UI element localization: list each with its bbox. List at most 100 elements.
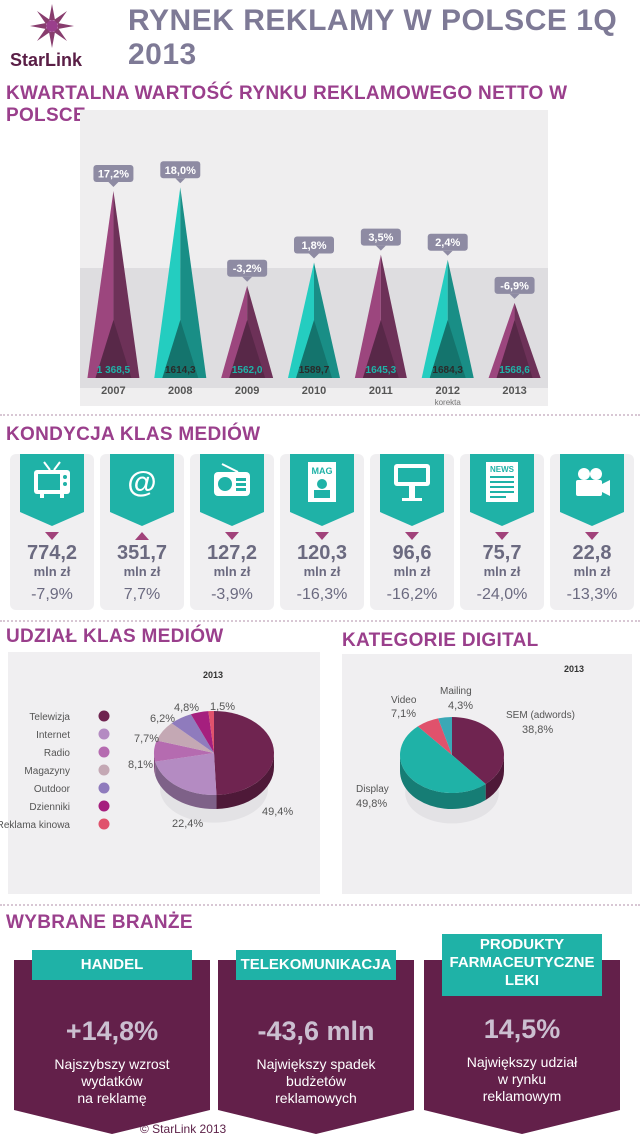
growth-badge: [160, 161, 201, 179]
star-icon: [30, 4, 74, 48]
media-value: 96,6: [392, 542, 432, 564]
growth-badge-pointer: [175, 178, 186, 184]
pie-value-label: 7,7%: [134, 733, 159, 745]
section-title-quarterly: KWARTALNA WARTOŚĆ RYNKU REKLAMOWEGO NETT…: [6, 83, 568, 126]
industry-card-3: PRODUKTY FARMACEUTYCZNE LEKI 14,5% Najwi…: [424, 934, 620, 1134]
growth-badge: [360, 228, 401, 246]
pie-value-label: 6,2%: [150, 713, 175, 725]
growth-badge: [427, 233, 468, 251]
pie-slice-side: [154, 753, 156, 776]
growth-badge-pointer: [309, 253, 319, 259]
pie-slice-side: [400, 755, 486, 810]
industry-description: Największy spadek budżetów reklamowych: [256, 1056, 376, 1106]
industry-name: HANDEL: [32, 950, 192, 980]
x-tick-label: 2007: [101, 385, 125, 397]
trend-down-icon: [225, 532, 239, 540]
x-tick-label: 2010: [302, 385, 326, 397]
trend-down-icon: [585, 532, 599, 540]
media-card-camera: 22,8 mln zł -13,3%: [546, 454, 638, 612]
legend-swatch: [98, 728, 110, 740]
growth-label: 2,4%: [435, 237, 460, 249]
icon-box-tip: [290, 512, 354, 526]
icon-box-tip: [200, 512, 264, 526]
section-title-media-share: UDZIAŁ KLAS MEDIÓW: [6, 626, 224, 647]
pie-slice-outdoor: [171, 714, 214, 753]
bar-2008-front: [162, 320, 199, 378]
icon-box-tip: [560, 512, 624, 526]
growth-badge-pointer: [509, 293, 520, 299]
footer-copyright: © StarLink 2013: [140, 1122, 227, 1136]
industry-description: Największy udział w rynku reklamowym: [466, 1054, 578, 1104]
media-unit: mln zł: [303, 564, 341, 579]
pie-slice-side: [485, 755, 504, 800]
icon-box-tip: [20, 512, 84, 526]
pie-slice-sem-adwords-: [452, 717, 505, 784]
industry-card-body: [14, 960, 210, 1110]
pie-value-label: 8,1%: [128, 759, 153, 771]
growth-label: -6,9%: [500, 280, 529, 292]
legend-swatch: [98, 710, 110, 722]
bar-2013-front: [496, 320, 533, 378]
bar-2007-front: [95, 320, 132, 378]
pie-value-label: 22,4%: [172, 818, 203, 830]
pie-slice-radio: [154, 740, 214, 762]
bar-value-label: 1568,6: [499, 365, 530, 376]
bar-2012-front: [429, 320, 466, 378]
media-unit: mln zł: [213, 564, 251, 579]
media-value: 120,3: [296, 542, 348, 564]
pie-slice-magazyny: [156, 723, 214, 753]
pie-year-label: 2013: [203, 670, 223, 680]
industry-card-tip: [14, 1110, 210, 1134]
industry-value: +14,8%: [65, 1016, 159, 1046]
legend-label: Dzienniki: [29, 802, 70, 813]
media-value: 75,7: [482, 542, 522, 564]
bar-2008-right: [180, 187, 207, 378]
bar-value-label: 1562,0: [232, 365, 263, 376]
media-card-magazine: MAG 120,3 mln zł -16,3%: [276, 454, 368, 612]
pie-slice-side: [155, 761, 217, 809]
divider: [0, 904, 640, 906]
starlink-logo: [14, 2, 114, 74]
media-change: -16,3%: [296, 586, 348, 603]
growth-badge-pointer: [375, 245, 386, 251]
pie-value-label: 49,4%: [262, 806, 293, 818]
legend-label: Radio: [44, 748, 71, 759]
growth-badge-pointer: [442, 250, 453, 256]
icon-box-tip: [380, 512, 444, 526]
trend-up-icon: [135, 532, 149, 540]
media-card-radio: 127,2 mln zł -3,9%: [186, 454, 278, 612]
media-card-at: @ 351,7 mln zł 7,7%: [96, 454, 188, 612]
growth-label: 18,0%: [165, 165, 196, 177]
pie-value-label: 4,8%: [174, 702, 199, 714]
bar-value-label: 1 368,5: [97, 365, 131, 376]
pie-category-label: Video: [391, 695, 417, 706]
growth-label: 1,8%: [301, 240, 326, 252]
media-value: 22,8: [572, 542, 612, 564]
bar-2007-left: [87, 191, 114, 378]
bar-2010-front: [296, 320, 332, 378]
pie-value-label: 1,5%: [210, 701, 235, 713]
page-title: RYNEK REKLAMY W POLSCE 1Q 2013: [128, 4, 618, 71]
media-change: -7,9%: [31, 586, 73, 603]
icon-box-tip: [470, 512, 534, 526]
trend-down-icon: [405, 532, 419, 540]
media-change: 7,7%: [123, 586, 161, 603]
divider: [0, 620, 640, 622]
bar-value-label: 1589,7: [299, 365, 330, 376]
media-unit: mln zł: [393, 564, 431, 579]
media-change: -13,3%: [566, 586, 618, 603]
legend-label: Internet: [36, 730, 70, 741]
pie-slice-display: [399, 726, 486, 794]
bar-2007-right: [113, 191, 140, 378]
growth-badge: [294, 236, 334, 254]
quarterly-bar-chart: 1 368,5 17,2% 2007 1614,3 18,0% 2008 1562,0 -3,…: [80, 161, 548, 407]
trend-down-icon: [315, 532, 329, 540]
at-icon-box: [110, 454, 174, 512]
bar-2009-front: [229, 320, 266, 378]
pie-slice-dzienniki: [190, 711, 214, 753]
pie-slice-reklama-kinowa: [208, 711, 214, 753]
trend-down-icon: [45, 532, 59, 540]
growth-badge: [93, 165, 134, 182]
media-value: 127,2: [206, 542, 258, 564]
industry-card-tip: [218, 1110, 414, 1134]
